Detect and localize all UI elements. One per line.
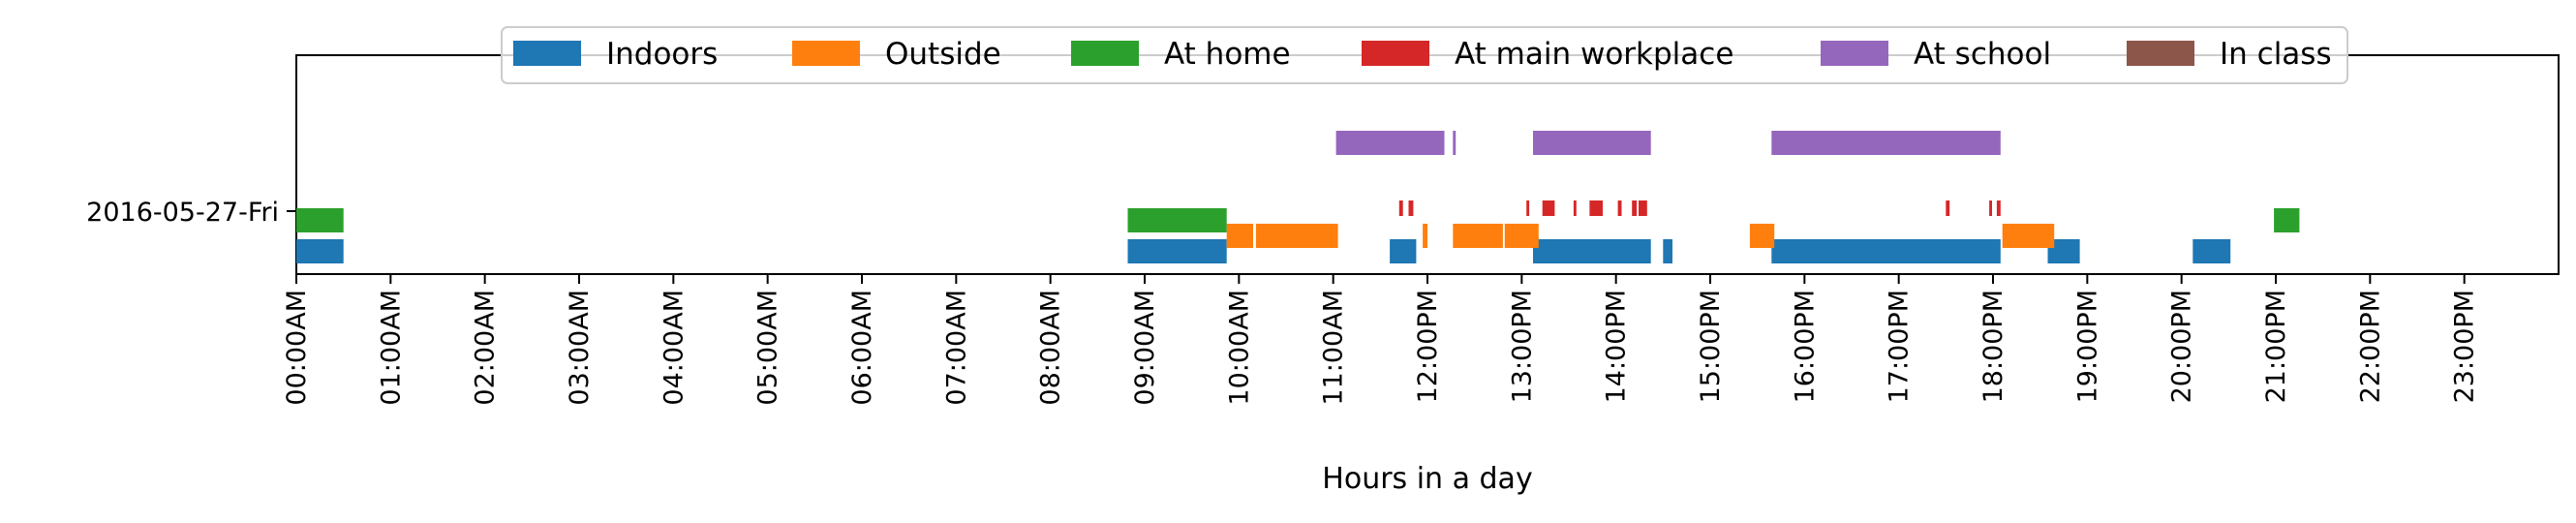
- bar-at-main-workplace: [1639, 200, 1647, 216]
- x-tick-label: 07:00AM: [941, 290, 971, 406]
- legend-swatch: [513, 41, 581, 66]
- legend-swatch: [1362, 41, 1429, 66]
- legend-label: Indoors: [606, 37, 718, 72]
- bar-at-main-workplace: [1526, 200, 1530, 216]
- bar-indoors: [1127, 239, 1227, 263]
- legend-swatch: [792, 41, 860, 66]
- x-tick-label: 03:00AM: [565, 290, 595, 406]
- legend-label: At main workplace: [1455, 37, 1733, 72]
- x-tick-label: 17:00PM: [1885, 290, 1915, 403]
- bar-indoors: [296, 239, 344, 263]
- bar-at-main-workplace: [1946, 200, 1950, 216]
- bar-outside: [1749, 224, 1775, 248]
- x-tick-label: 01:00AM: [376, 290, 406, 406]
- bar-at-main-workplace: [1573, 200, 1577, 216]
- x-tick-label: 16:00PM: [1790, 290, 1820, 403]
- x-tick-label: 21:00PM: [2261, 290, 2291, 403]
- bar-at-main-workplace: [1632, 200, 1638, 216]
- bar-indoors: [1533, 239, 1651, 263]
- bar-outside: [1453, 224, 1503, 248]
- x-tick-label: 23:00PM: [2450, 290, 2480, 403]
- x-tick-label: 12:00PM: [1413, 290, 1443, 403]
- x-tick-label: 00:00AM: [282, 290, 312, 406]
- legend-label: At home: [1164, 37, 1291, 72]
- y-axis: 2016-05-27-Fri: [86, 198, 296, 228]
- x-tick-label: 22:00PM: [2355, 290, 2385, 403]
- legend-swatch: [2127, 41, 2194, 66]
- x-axis-label: Hours in a day: [1322, 462, 1532, 496]
- legend-swatch: [1821, 41, 1888, 66]
- bar-indoors: [1663, 239, 1672, 263]
- bar-at-home: [296, 208, 344, 232]
- bar-at-home: [1127, 208, 1227, 232]
- legend: Indoors Outside At home At main workplace At…: [501, 26, 2348, 84]
- bar-outside: [1226, 224, 1253, 248]
- x-tick-label: 04:00AM: [659, 290, 689, 406]
- bar-at-school: [1453, 131, 1457, 155]
- bar-at-main-workplace: [1542, 200, 1555, 216]
- x-tick-label: 06:00AM: [847, 290, 877, 406]
- bar-indoors: [2193, 239, 2231, 263]
- bar-at-main-workplace: [1589, 200, 1603, 216]
- bar-at-main-workplace: [1398, 200, 1403, 216]
- y-tick-label: 2016-05-27-Fri: [86, 198, 279, 228]
- bar-at-main-workplace: [1408, 200, 1414, 216]
- legend-label: In class: [2220, 37, 2332, 72]
- bar-indoors: [1390, 239, 1417, 263]
- x-tick-label: 13:00PM: [1507, 290, 1537, 403]
- bar-at-school: [1335, 131, 1445, 155]
- x-tick-label: 14:00PM: [1602, 290, 1632, 403]
- x-tick-label: 15:00PM: [1696, 290, 1726, 403]
- x-tick-label: 19:00PM: [2072, 290, 2102, 403]
- bar-outside: [2002, 224, 2055, 248]
- bar-outside: [1255, 224, 1338, 248]
- x-tick-label: 09:00AM: [1130, 290, 1160, 406]
- bar-at-main-workplace: [1989, 200, 1992, 216]
- x-tick-label: 20:00PM: [2167, 290, 2197, 403]
- interval-bars: [296, 131, 2300, 263]
- x-axis: 00:00AM 01:00AM 02:00AM 03:00AM 04:00AM 05:00…: [282, 274, 2480, 406]
- x-tick-label: 10:00AM: [1224, 290, 1254, 406]
- bar-at-main-workplace: [1617, 200, 1622, 216]
- bar-at-main-workplace: [1996, 200, 2001, 216]
- legend-label: Outside: [885, 37, 1001, 72]
- legend-swatch: [1071, 41, 1139, 66]
- x-tick-label: 11:00AM: [1319, 290, 1349, 406]
- x-tick-label: 05:00AM: [753, 290, 783, 406]
- bar-indoors: [1771, 239, 2001, 263]
- bar-outside: [1504, 224, 1539, 248]
- bar-at-school: [1533, 131, 1651, 155]
- bar-outside: [1423, 224, 1427, 248]
- x-tick-label: 18:00PM: [1978, 290, 2009, 403]
- x-tick-label: 08:00AM: [1036, 290, 1066, 406]
- bar-at-school: [1771, 131, 2001, 155]
- bar-at-home: [2274, 208, 2300, 232]
- legend-label: At school: [1914, 37, 2051, 72]
- x-tick-label: 02:00AM: [471, 290, 501, 406]
